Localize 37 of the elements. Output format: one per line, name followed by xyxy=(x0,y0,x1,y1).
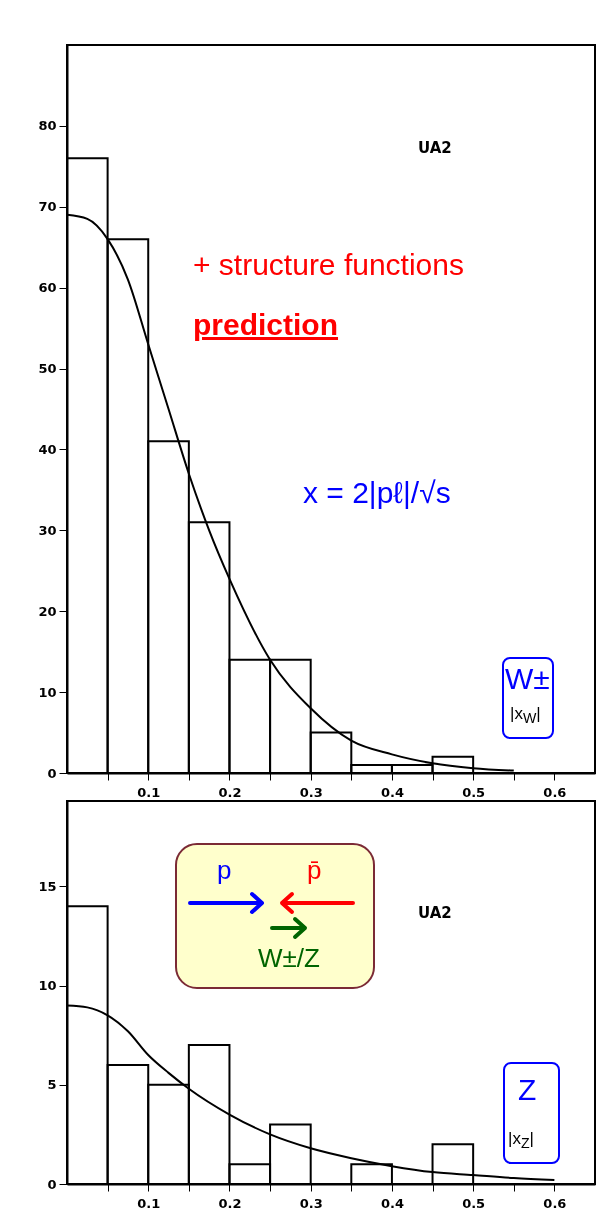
annotation: p̄ xyxy=(307,855,322,885)
y-tick-label: 0 xyxy=(47,765,57,781)
x-tick-label: 0.1 xyxy=(137,784,161,800)
y-tick-label: 30 xyxy=(38,522,57,538)
x-tick-label: 0.3 xyxy=(299,1195,323,1211)
x-tick-label: 0.2 xyxy=(218,1195,242,1211)
y-tick-label: 50 xyxy=(38,361,57,377)
y-tick-label: 20 xyxy=(38,603,57,619)
y-tick-label: 40 xyxy=(38,441,57,457)
annotation: UA2 xyxy=(418,904,452,922)
annotation: x = 2|pℓ|/√s xyxy=(303,476,451,509)
y-tick-label: 0 xyxy=(47,1176,57,1192)
annotation: |x$_{Z}$| xyxy=(508,1129,534,1152)
y-tick-label: 80 xyxy=(38,118,57,134)
y-tick-label: 70 xyxy=(38,199,57,215)
x-tick-label: 0.1 xyxy=(137,1195,161,1211)
annotation: p xyxy=(217,855,232,885)
y-tick-label: 10 xyxy=(38,684,57,700)
x-tick-label: 0.4 xyxy=(380,784,404,800)
y-tick-label: 15 xyxy=(38,878,57,894)
annotation: |x$_{W}$| xyxy=(510,704,541,727)
annotation: UA2 xyxy=(418,139,452,157)
annotation: W±/Z xyxy=(258,943,320,973)
annotation: prediction xyxy=(193,308,339,341)
x-tick-label: 0.5 xyxy=(462,1195,486,1211)
annotation: Z xyxy=(518,1073,537,1106)
x-tick-label: 0.2 xyxy=(218,784,242,800)
x-tick-label: 0.4 xyxy=(380,1195,404,1211)
annotation: + structure functions xyxy=(193,248,464,281)
x-tick-label: 0.6 xyxy=(543,784,567,800)
x-tick-label: 0.6 xyxy=(543,1195,567,1211)
y-tick-label: 10 xyxy=(38,978,57,994)
y-tick-label: 60 xyxy=(38,280,57,296)
x-tick-label: 0.5 xyxy=(462,784,486,800)
x-tick-label: 0.3 xyxy=(299,784,323,800)
y-tick-label: 5 xyxy=(47,1077,57,1093)
annotation: W± xyxy=(505,662,550,695)
